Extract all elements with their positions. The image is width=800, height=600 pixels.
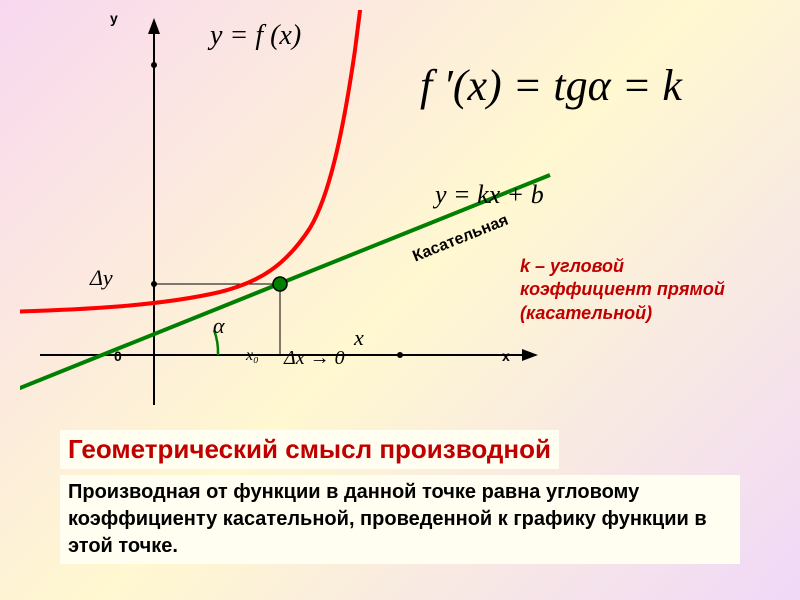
x-axis-arrow	[522, 349, 538, 361]
y-axis-arrow	[148, 18, 160, 34]
dot-x	[397, 352, 403, 358]
x-var-label: x	[354, 325, 364, 351]
formula-derivative: f ′(x) = tgα = k	[420, 60, 682, 111]
formula-y-fx: y = f (x)	[210, 20, 301, 52]
origin-label: 0	[114, 348, 122, 364]
k-description: k – угловой коэффициент прямой (касатель…	[520, 255, 770, 325]
function-curve	[20, 10, 362, 312]
dot-y	[151, 62, 157, 68]
y-axis-label: у	[110, 10, 118, 26]
delta-y-label: Δy	[90, 265, 113, 291]
graph-panel	[20, 10, 460, 410]
dot-dy	[151, 281, 157, 287]
alpha-label: α	[213, 313, 225, 339]
formula-line: y = kx + b	[435, 180, 544, 210]
k-text-3: (касательной)	[520, 303, 652, 323]
x-axis-label: х	[502, 348, 510, 364]
description-text: Производная от функции в данной точке ра…	[60, 475, 740, 564]
tangent-point	[273, 277, 287, 291]
k-text-2: коэффициент прямой	[520, 279, 725, 299]
delta-x-label: Δx → 0	[284, 347, 345, 370]
x0-label: x₀	[246, 347, 259, 365]
k-letter: k	[520, 256, 530, 276]
k-text-1: – угловой	[530, 256, 624, 276]
page-title: Геометрический смысл производной	[60, 430, 559, 469]
